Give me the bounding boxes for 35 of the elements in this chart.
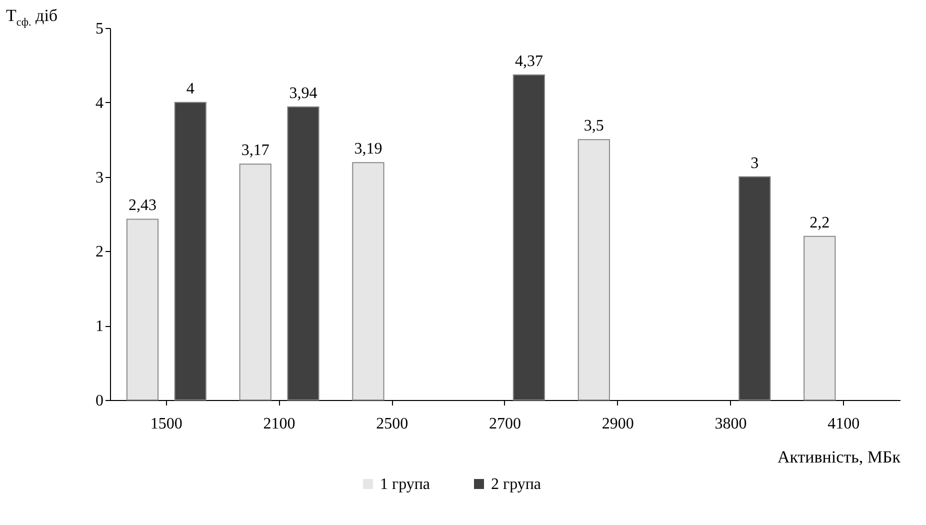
y-axis-title: T$_{сф.}$ діб [6,6,58,28]
x-tick-label: 2900 [602,416,634,432]
data-label: 2,2 [810,214,830,232]
y-tick-label: 2 [96,244,104,261]
bar [239,164,272,400]
x-tick-label: 2100 [263,416,296,432]
legend-label: 2 група [491,476,542,493]
bar [578,139,610,400]
data-label: 4 [186,80,194,98]
data-label: 3,94 [289,84,318,102]
y-tick-label: 1 [96,318,104,336]
data-label: 3,5 [584,118,604,135]
y-tick-label: 5 [96,20,104,38]
bar [174,102,206,400]
x-tick-label: 1500 [150,416,182,432]
x-tick-label: 2700 [489,416,521,432]
y-tick-label: 4 [96,94,104,112]
data-label: 3,19 [354,140,382,158]
legend-label: 1 група [380,476,430,493]
bar [352,162,384,400]
data-label: 4,37 [514,52,543,70]
bar [804,236,836,400]
data-label: 2,43 [128,197,156,214]
data-label: 3,17 [241,142,270,160]
bar [512,74,545,400]
x-tick-label: 4100 [828,416,860,432]
bar [738,176,771,400]
y-tick-label: 0 [96,392,104,410]
bar [126,218,159,400]
x-axis-title: Активність, МБк [777,448,902,466]
x-tick-label: 3800 [714,416,747,432]
x-tick-label: 2500 [376,416,408,432]
bar [287,106,320,400]
data-label: 3 [750,154,759,172]
y-tick-label: 3 [96,169,104,186]
